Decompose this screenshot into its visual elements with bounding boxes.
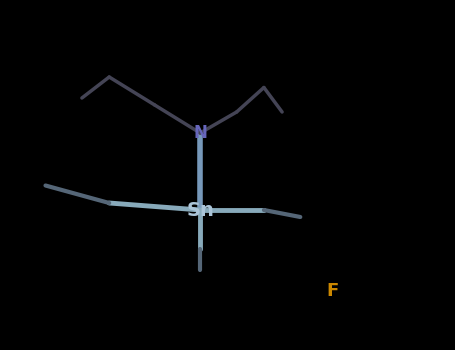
Text: N: N — [193, 124, 207, 142]
Text: Sn: Sn — [186, 201, 214, 219]
Text: F: F — [326, 281, 338, 300]
